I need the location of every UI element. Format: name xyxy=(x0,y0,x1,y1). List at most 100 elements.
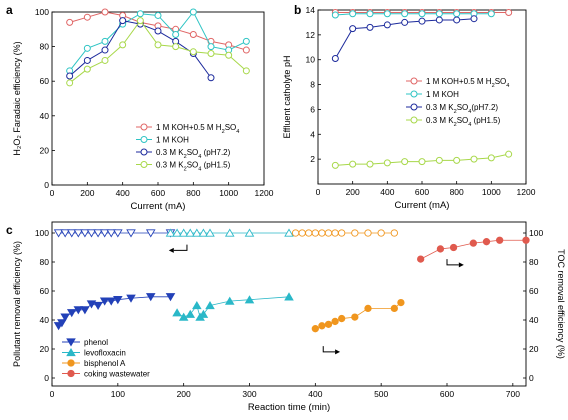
toc-point xyxy=(172,308,182,317)
y-tick-label: 60 xyxy=(40,286,50,296)
removal-point xyxy=(106,229,117,238)
y2-axis-label: TOC removal efficiency (%) xyxy=(556,249,566,359)
toc-point xyxy=(178,312,189,321)
toc-point xyxy=(60,313,70,322)
toc-point xyxy=(284,292,294,301)
data-point xyxy=(453,10,461,18)
y-tick-label: 40 xyxy=(40,111,50,121)
data-point xyxy=(189,48,197,56)
toc-point xyxy=(185,309,196,318)
removal-point xyxy=(178,228,189,237)
toc-point xyxy=(80,306,90,315)
removal-point xyxy=(390,229,398,237)
removal-point xyxy=(318,229,326,237)
chart-panel-c: 0 100 200 300 400 500 600 700 0 20 40 60 80 100 0 20 40 6… xyxy=(12,221,566,413)
y2-tick-label: 0 xyxy=(529,373,534,383)
y-tick-label: 0 xyxy=(44,180,49,190)
toc-point xyxy=(244,295,255,304)
y2-tick-label: 20 xyxy=(529,344,539,354)
toc-point xyxy=(318,322,326,330)
legend-marker xyxy=(410,103,418,111)
data-point xyxy=(101,37,109,45)
data-point xyxy=(331,161,339,169)
toc-point xyxy=(364,304,372,313)
legend-entry: bisphenol A xyxy=(84,359,126,368)
data-point xyxy=(119,41,127,49)
removal-point xyxy=(351,229,359,237)
toc-point xyxy=(469,239,477,247)
data-point xyxy=(470,15,478,23)
toc-point xyxy=(224,296,235,305)
x-tick-label: 0 xyxy=(50,188,55,198)
data-point xyxy=(66,72,74,80)
removal-point xyxy=(99,229,110,238)
removal-point xyxy=(298,229,306,237)
data-point xyxy=(401,18,409,26)
y-tick-label: 20 xyxy=(40,344,50,354)
data-point xyxy=(207,43,215,51)
legend-marker xyxy=(410,90,418,98)
data-point xyxy=(366,160,374,168)
data-point xyxy=(505,8,513,16)
removal-point xyxy=(377,229,385,237)
data-point xyxy=(453,16,461,24)
data-point xyxy=(172,30,180,38)
y-tick-label: 80 xyxy=(40,42,50,52)
y-tick-label: 2 xyxy=(310,154,315,164)
left-axis-arrowhead xyxy=(168,247,174,253)
x-tick-label: 600 xyxy=(415,187,429,197)
legend-entry: 1 M KOH xyxy=(426,90,459,99)
toc-point xyxy=(311,325,319,333)
x-axis-label: Current (mA) xyxy=(395,200,450,211)
legend-marker xyxy=(410,116,418,124)
removal-point xyxy=(165,228,176,237)
y-tick-label: 20 xyxy=(40,145,50,155)
legend-entry: 1 M KOH xyxy=(156,136,189,145)
data-point xyxy=(453,156,461,164)
series-line xyxy=(335,13,492,16)
chart-panel-b: 0 200 400 600 800 1000 1200 2 4 6 8 10 12 14 Current (… xyxy=(282,5,536,211)
x-tick-label: 0 xyxy=(50,389,55,399)
removal-point xyxy=(244,228,255,237)
legend-entry: 0.3 M K2SO4 (pH7.2) xyxy=(156,148,231,160)
toc-point xyxy=(331,317,339,326)
data-point xyxy=(154,41,162,49)
x-tick-label: 600 xyxy=(151,188,165,198)
plot-frame xyxy=(51,221,527,387)
right-axis-arrowhead xyxy=(335,349,341,355)
legend-marker xyxy=(140,136,148,143)
toc-point xyxy=(338,314,346,323)
y-axis-label: H₂O₂ Faradaic efficiency (%) xyxy=(12,41,22,155)
data-point xyxy=(383,159,391,167)
legend-marker xyxy=(140,148,148,156)
legend-marker xyxy=(67,369,75,378)
data-point xyxy=(136,17,144,25)
removal-point xyxy=(324,229,333,237)
toc-point xyxy=(192,301,202,310)
legend-entry: 0.3 M K2SO4 (pH1.5) xyxy=(156,161,231,173)
toc-point xyxy=(205,301,215,310)
data-point xyxy=(66,18,74,26)
toc-point xyxy=(93,301,103,310)
toc-point xyxy=(482,238,491,246)
data-point xyxy=(418,17,426,25)
data-point xyxy=(101,56,109,64)
x-tick-label: 1200 xyxy=(255,188,274,198)
legend-marker xyxy=(410,77,418,85)
x-tick-label: 0 xyxy=(316,187,321,197)
panel-label-c: c xyxy=(6,223,13,237)
toc-point xyxy=(106,297,117,306)
removal-point xyxy=(93,229,103,238)
x-tick-label: 400 xyxy=(308,389,322,399)
toc-point xyxy=(165,293,176,302)
removal-point xyxy=(284,228,294,237)
legend-entry: 0.3 M K2SO4 (pH1.5) xyxy=(426,116,501,128)
toc-point xyxy=(86,300,97,309)
y-tick-label: 4 xyxy=(310,129,315,139)
y2-tick-label: 60 xyxy=(529,286,539,296)
removal-point xyxy=(192,228,202,237)
data-point xyxy=(83,44,91,52)
data-point xyxy=(435,156,443,164)
data-point xyxy=(331,11,339,19)
removal-point xyxy=(338,229,346,237)
